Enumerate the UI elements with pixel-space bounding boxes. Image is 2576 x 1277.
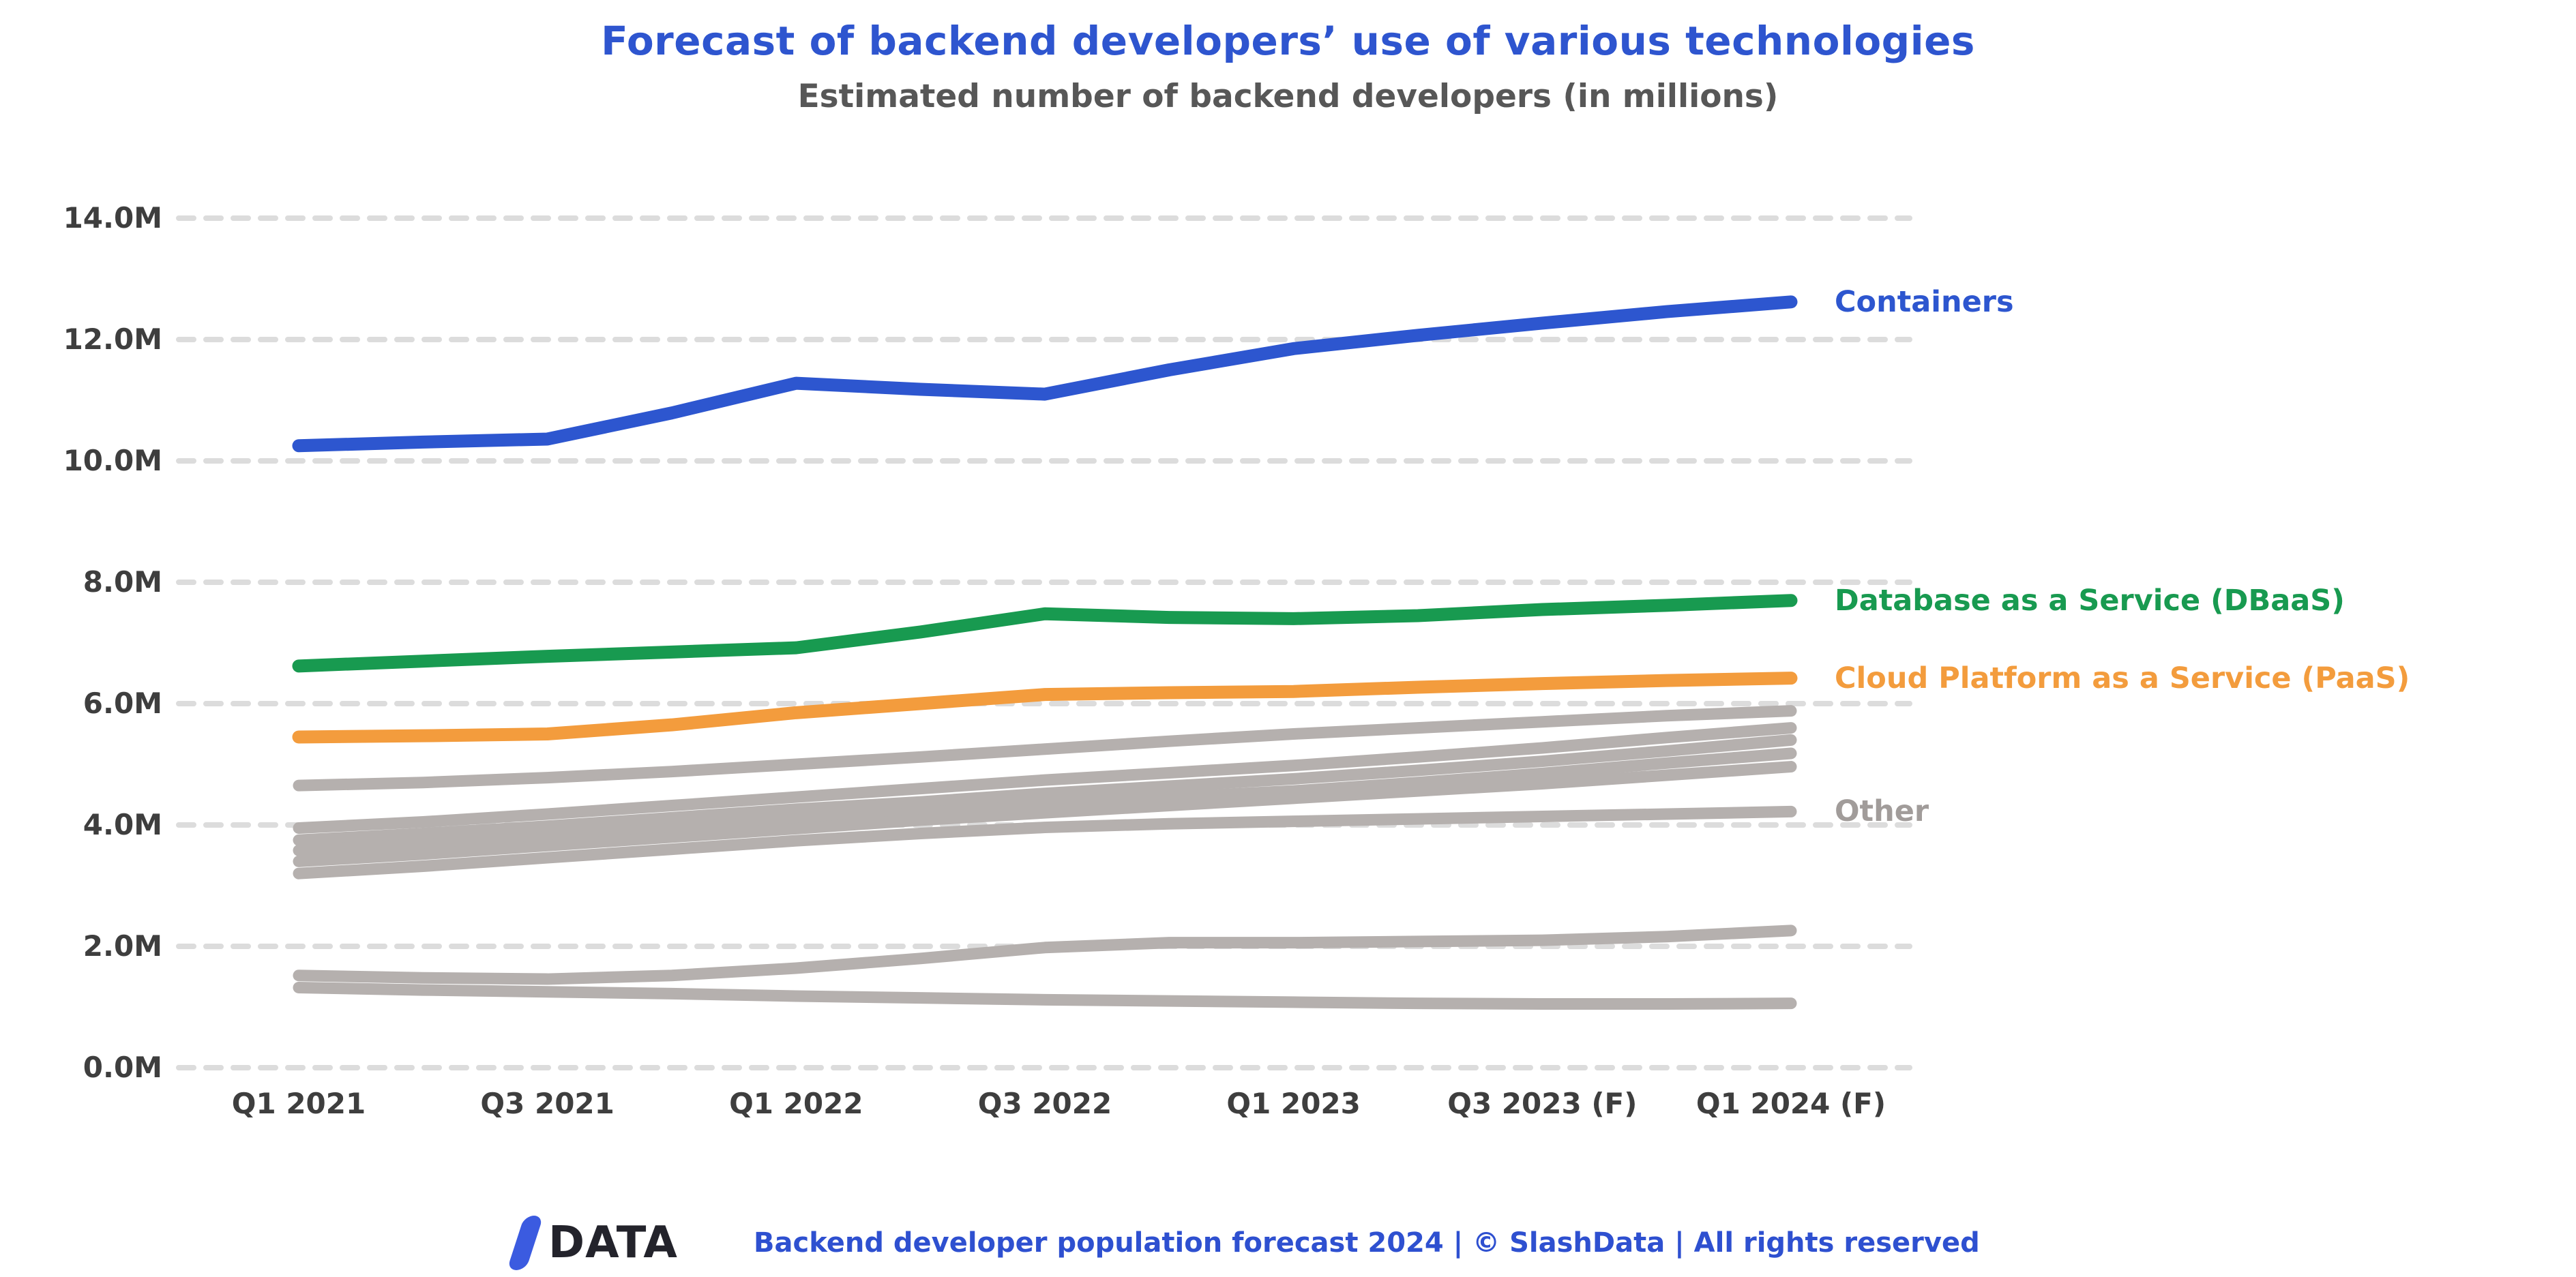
y-axis-tick: 8.0M <box>83 565 162 599</box>
x-axis-tick: Q3 2022 <box>977 1087 1112 1120</box>
x-axis-tick: Q3 2023 (F) <box>1447 1087 1638 1120</box>
series-line-containers <box>292 295 1798 453</box>
chart-subtitle: Estimated number of backend developers (… <box>797 78 1779 115</box>
series-line-cloud-platform-as-a-service-paas- <box>292 672 1798 744</box>
x-axis-tick: Q1 2021 <box>231 1087 366 1120</box>
x-axis-tick: Q1 2023 <box>1226 1087 1361 1120</box>
other-series-line <box>293 722 1797 834</box>
series-label-other: Other <box>1835 794 1929 829</box>
y-axis-tick: 0.0M <box>83 1051 162 1084</box>
logo-slash-icon <box>507 1216 544 1270</box>
other-series-line <box>293 747 1797 856</box>
other-series-line <box>293 982 1797 1010</box>
series-label-cloud-platform-as-a-service-paas-: Cloud Platform as a Service (PaaS) <box>1835 661 2410 695</box>
series-label-database-as-a-service-dbaas-: Database as a Service (DBaaS) <box>1835 583 2345 618</box>
other-series-line <box>293 761 1797 867</box>
slashdata-logo: DATA <box>507 1212 678 1274</box>
series-label-containers: Containers <box>1835 284 2014 319</box>
x-axis-tick: Q1 2024 (F) <box>1696 1087 1886 1120</box>
footer-attribution: Backend developer population forecast 20… <box>754 1227 1980 1259</box>
logo-text: DATA <box>548 1218 678 1268</box>
chart-title: Forecast of backend developers’ use of v… <box>601 18 1975 64</box>
other-series-line <box>293 925 1797 985</box>
y-axis-tick: 14.0M <box>63 201 162 235</box>
x-axis-tick: Q1 2022 <box>729 1087 863 1120</box>
other-series-line <box>293 805 1797 880</box>
y-axis-tick: 6.0M <box>83 687 162 720</box>
y-axis-tick: 4.0M <box>83 808 162 841</box>
y-axis-tick: 2.0M <box>83 929 162 963</box>
other-series-line <box>293 734 1797 846</box>
y-axis-tick: 12.0M <box>63 322 162 356</box>
y-axis-tick: 10.0M <box>63 444 162 477</box>
other-series-line <box>293 705 1797 792</box>
series-line-database-as-a-service-dbaas- <box>292 594 1798 673</box>
x-axis-tick: Q3 2021 <box>480 1087 615 1120</box>
